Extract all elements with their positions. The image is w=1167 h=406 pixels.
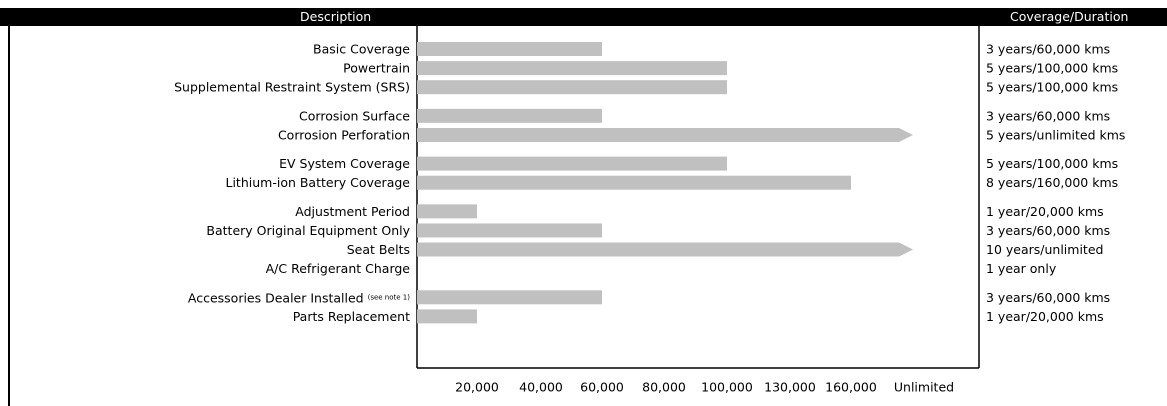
- bar-arrow-corrosion-perforation: [417, 127, 913, 142]
- category-label-a-c-refrigerant-charge: A/C Refrigerant Charge: [266, 261, 411, 276]
- x-tick-label: 60,000: [580, 380, 624, 395]
- x-tick-label: Unlimited: [894, 380, 954, 395]
- category-label-battery-original-equipment-only: Battery Original Equipment Only: [206, 223, 410, 238]
- bar-corrosion-surface: [417, 108, 602, 123]
- bar-basic-coverage: [417, 42, 602, 56]
- x-tick-label: 80,000: [642, 380, 686, 395]
- bar-parts-replacement: [417, 309, 477, 324]
- category-note: (see note 1): [368, 293, 411, 301]
- coverage-label-powertrain: 5 years/100,000 kms: [986, 61, 1118, 76]
- bar-powertrain: [417, 61, 727, 76]
- category-label-corrosion-perforation: Corrosion Perforation: [278, 127, 410, 142]
- x-tick-label: 20,000: [455, 380, 499, 395]
- category-label-parts-replacement: Parts Replacement: [293, 309, 410, 324]
- bar-battery-original-equipment-only: [417, 223, 602, 238]
- coverage-label-basic-coverage: 3 years/60,000 kms: [986, 42, 1110, 57]
- coverage-label-lithium-ion-battery-coverage: 8 years/160,000 kms: [986, 175, 1118, 190]
- category-label-lithium-ion-battery-coverage: Lithium-ion Battery Coverage: [226, 175, 411, 190]
- header-bar: Description Coverage/Duration: [0, 8, 1167, 26]
- bar-ev-system-coverage: [417, 156, 727, 171]
- coverage-label-battery-original-equipment-only: 3 years/60,000 kms: [986, 223, 1110, 238]
- bar-supplemental-restraint-system-srs: [417, 80, 727, 95]
- category-label-adjustment-period: Adjustment Period: [295, 204, 410, 219]
- bar-adjustment-period: [417, 204, 477, 219]
- coverage-label-parts-replacement: 1 year/20,000 kms: [986, 309, 1104, 324]
- coverage-label-corrosion-perforation: 5 years/unlimited kms: [986, 127, 1125, 142]
- category-label-ev-system-coverage: EV System Coverage: [279, 156, 410, 171]
- coverage-label-seat-belts: 10 years/unlimited: [986, 242, 1103, 257]
- category-label-accessories-dealer-installed: Accessories Dealer Installed (see note 1…: [188, 290, 410, 305]
- category-label-seat-belts: Seat Belts: [347, 242, 410, 257]
- bar-accessories-dealer-installed: [417, 290, 602, 305]
- coverage-label-corrosion-surface: 3 years/60,000 kms: [986, 108, 1110, 123]
- description-header: Description: [300, 9, 372, 24]
- coverage-label-supplemental-restraint-system-srs: 5 years/100,000 kms: [986, 80, 1118, 95]
- x-tick-label: 160,000: [825, 380, 877, 395]
- bar-lithium-ion-battery-coverage: [417, 175, 851, 190]
- coverage-label-a-c-refrigerant-charge: 1 year only: [986, 261, 1057, 276]
- x-tick-label: 130,000: [764, 380, 816, 395]
- category-label-powertrain: Powertrain: [343, 61, 410, 76]
- x-tick-label: 100,000: [701, 380, 753, 395]
- coverage-label-adjustment-period: 1 year/20,000 kms: [986, 204, 1104, 219]
- left-border: [8, 26, 10, 406]
- category-label-basic-coverage: Basic Coverage: [313, 42, 410, 57]
- x-tick-label: 40,000: [519, 380, 563, 395]
- category-label-corrosion-surface: Corrosion Surface: [299, 108, 410, 123]
- category-label-supplemental-restraint-system-srs: Supplemental Restraint System (SRS): [174, 80, 410, 95]
- coverage-duration-header: Coverage/Duration: [1010, 9, 1129, 24]
- coverage-label-accessories-dealer-installed: 3 years/60,000 kms: [986, 290, 1110, 305]
- bar-arrow-seat-belts: [417, 242, 913, 257]
- coverage-label-ev-system-coverage: 5 years/100,000 kms: [986, 156, 1118, 171]
